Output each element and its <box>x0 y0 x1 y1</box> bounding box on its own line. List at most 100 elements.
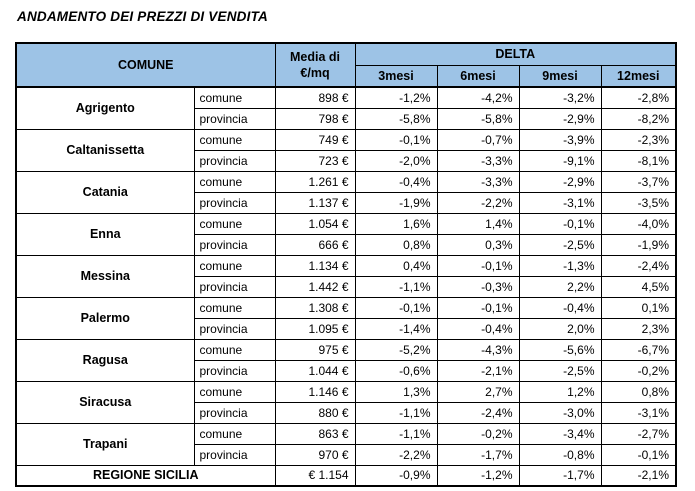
delta-value: -4,3% <box>436 338 520 361</box>
page-title: ANDAMENTO DEI PREZZI DI VENDITA <box>17 9 268 24</box>
province-name: Agrigento <box>15 86 195 130</box>
delta-value: 2,0% <box>518 317 602 340</box>
delta-value: -1,2% <box>354 86 438 109</box>
delta-value: -1,7% <box>436 443 520 466</box>
table-row: Ragusa comune 975 € -5,2% -4,3% -5,6% -6,7% <box>15 338 677 382</box>
table-row: provincia 970 € -2,2% -1,7% -0,8% -0,1% <box>16 443 677 466</box>
delta-value: -3,1% <box>600 401 677 424</box>
area-type-label: provincia <box>193 107 276 130</box>
region-delta-12mesi-value: -2,1% <box>600 464 677 487</box>
delta-value: -1,1% <box>354 275 438 298</box>
column-header-delta-3mesi: 3mesi <box>354 64 438 88</box>
table-footer: REGIONE SICILIA € 1.154 -0,9% -1,2% -1,7… <box>15 464 677 487</box>
delta-value: 1,2% <box>518 380 602 403</box>
delta-value: -0,1% <box>354 128 438 151</box>
delta-value: -0,6% <box>354 359 438 382</box>
table-row: Enna comune 1.054 €1,6% 1,4% -0,1% -4,0% <box>15 212 677 256</box>
table-row: provincia 723 € -2,0% -3,3% -9,1% -8,1% <box>16 149 677 172</box>
table-row: provincia 1.137 € -1,9% -2,2% -3,1% -3,5% <box>16 191 677 214</box>
media-value: 1.044 € <box>274 359 356 382</box>
province-name: Catania <box>15 170 195 214</box>
delta-value: 1,3% <box>354 380 438 403</box>
column-header-media-line2: €/mq <box>300 66 330 80</box>
province-name: Caltanissetta <box>15 128 195 172</box>
delta-value: -0,4% <box>436 317 520 340</box>
delta-value: -5,2% <box>354 338 438 361</box>
delta-value: -8,1% <box>600 149 677 172</box>
delta-value: -5,6% <box>518 338 602 361</box>
province-name: Trapani <box>15 422 195 466</box>
delta-value: -3,4% <box>518 422 602 445</box>
delta-value: 2,3% <box>600 317 677 340</box>
area-type-label: provincia <box>193 275 276 298</box>
region-delta-3mesi-value: -0,9% <box>354 464 438 487</box>
media-value: 1.054 € <box>274 212 356 235</box>
delta-value: 0,3% <box>436 233 520 256</box>
media-value: 880 € <box>274 401 356 424</box>
delta-value: -1,9% <box>354 191 438 214</box>
media-value: 1.442 € <box>274 275 356 298</box>
delta-value: -0,2% <box>436 422 520 445</box>
media-value: 970 € <box>274 443 356 466</box>
media-value: 798 € <box>274 107 356 130</box>
media-value: 1.308 € <box>274 296 356 319</box>
delta-value: -0,1% <box>518 212 602 235</box>
area-type-label: comune <box>193 128 276 151</box>
column-header-media-line1: Media di <box>289 49 340 64</box>
area-type-label: provincia <box>193 317 276 340</box>
delta-value: -3,5% <box>600 191 677 214</box>
region-delta-6mesi-value: -1,2% <box>436 464 520 487</box>
delta-value: 0,8% <box>600 380 677 403</box>
table-row: Catania comune 1.261 € -0,4% -3,3% -2,9% -3,7% <box>15 170 677 214</box>
delta-value: -0,3% <box>436 275 520 298</box>
area-type-label: provincia <box>193 191 276 214</box>
region-delta-9mesi-value: -1,7% <box>518 464 602 487</box>
column-header-media: Media di €/mq <box>274 42 356 88</box>
table-row: Palermo comune 1.308 € -0,1% -0,1% -0,4% 0,1% <box>15 296 677 340</box>
delta-value: -2,2% <box>436 191 520 214</box>
table-row: Agrigento comune 898 € -1,2% -4,2% -3,2% -2,8% <box>15 86 677 130</box>
area-type-label: provincia <box>193 359 276 382</box>
region-total-label: REGIONE SICILIA <box>15 464 276 487</box>
delta-value: -8,2% <box>600 107 677 130</box>
delta-value: -6,7% <box>600 338 677 361</box>
area-type-label: provincia <box>193 149 276 172</box>
area-type-label: provincia <box>193 443 276 466</box>
delta-value: -0,1% <box>436 296 520 319</box>
media-value: 1.146 € <box>274 380 356 403</box>
price-table-body: Agrigento comune 898 € -1,2% -4,2% -3,2% -2,8%… <box>15 86 677 466</box>
delta-value: -0,1% <box>436 254 520 277</box>
delta-value: -3,3% <box>436 149 520 172</box>
delta-value: -3,7% <box>600 170 677 193</box>
delta-value: -1,1% <box>354 422 438 445</box>
table-row: provincia 1.044 € -0,6% -2,1% -2,5% -0,2% <box>16 359 677 382</box>
delta-value: -2,2% <box>354 443 438 466</box>
media-value: 1.134 € <box>274 254 356 277</box>
media-value: 1.261 € <box>274 170 356 193</box>
column-header-comune: COMUNE <box>15 42 276 88</box>
delta-value: -2,8% <box>600 86 677 109</box>
region-media-value: € 1.154 <box>274 464 356 487</box>
column-header-delta: DELTA <box>354 42 677 66</box>
area-type-label: comune <box>193 338 276 361</box>
province-name: Messina <box>15 254 195 298</box>
media-value: 898 € <box>274 86 356 109</box>
delta-value: -3,0% <box>518 401 602 424</box>
delta-value: 2,7% <box>436 380 520 403</box>
delta-value: -2,0% <box>354 149 438 172</box>
column-header-delta-12mesi: 12mesi <box>600 64 677 88</box>
media-value: 1.137 € <box>274 191 356 214</box>
delta-value: -1,9% <box>600 233 677 256</box>
delta-value: -2,1% <box>436 359 520 382</box>
delta-value: -2,5% <box>518 233 602 256</box>
province-name: Siracusa <box>15 380 195 424</box>
delta-value: -1,4% <box>354 317 438 340</box>
media-value: 666 € <box>274 233 356 256</box>
table-header-row-2: 3mesi 6mesi 9mesi 12mesi <box>16 64 677 88</box>
area-type-label: comune <box>193 296 276 319</box>
media-value: 723 € <box>274 149 356 172</box>
delta-value: 4,5% <box>600 275 677 298</box>
table-row: Messina comune 1.134 €0,4% -0,1% -1,3% -2,4% <box>15 254 677 298</box>
delta-value: -4,2% <box>436 86 520 109</box>
